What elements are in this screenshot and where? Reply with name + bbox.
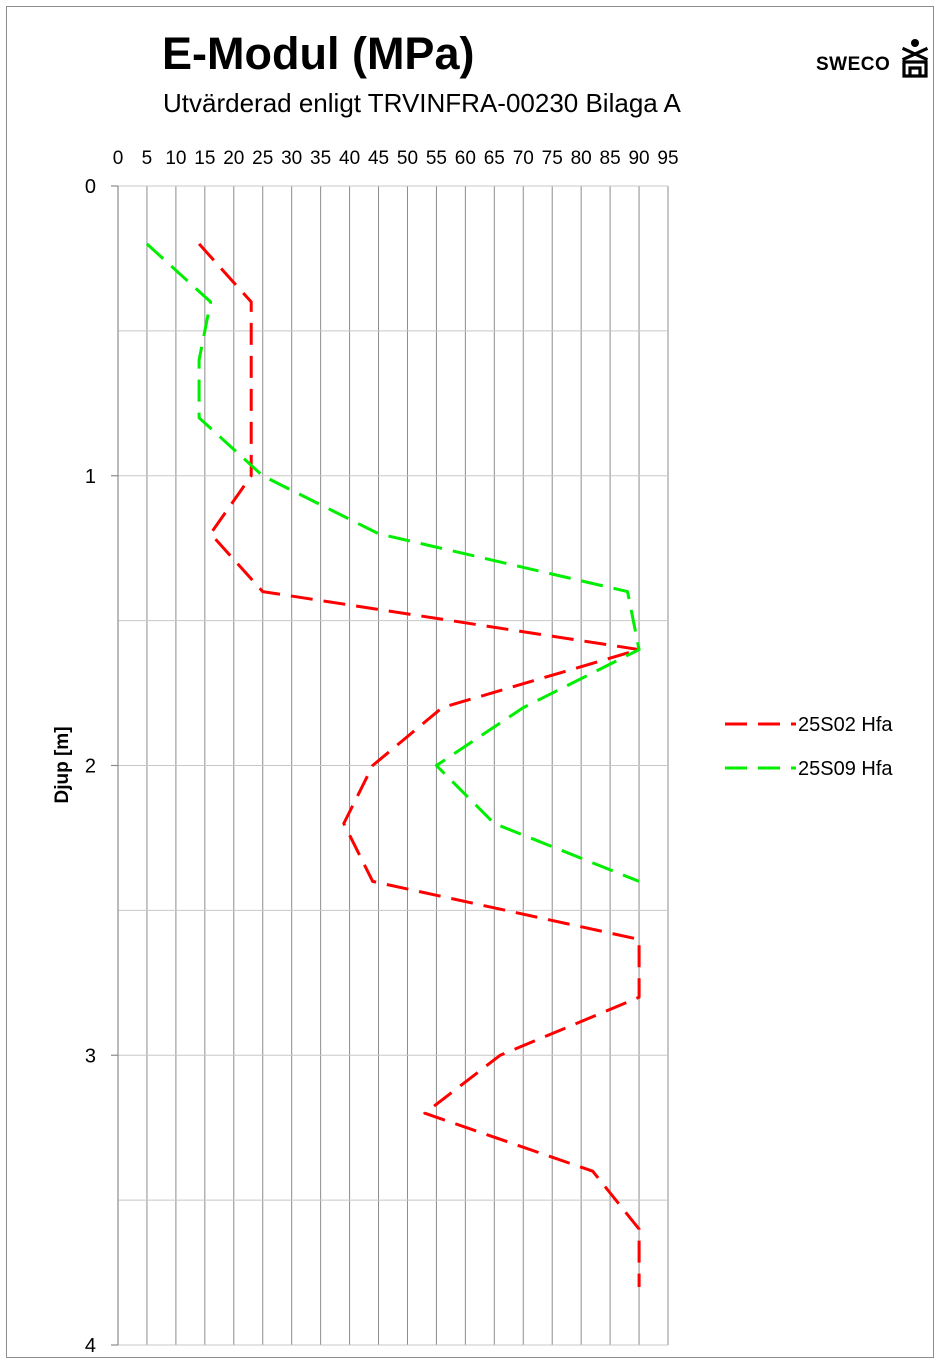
legend-label: 25S02 Hfa xyxy=(798,714,893,736)
x-tick-label: 50 xyxy=(397,148,418,169)
x-tick-label: 0 xyxy=(113,148,124,169)
x-tick-label: 85 xyxy=(600,148,621,169)
x-tick-label: 10 xyxy=(165,148,186,169)
sweco-figure-icon xyxy=(901,39,929,78)
y-tick-label: 3 xyxy=(85,1045,96,1067)
logo-text: SWECO xyxy=(816,54,891,75)
y-axis-label: Djup [m] xyxy=(52,726,73,803)
x-tick-label: 60 xyxy=(455,148,476,169)
x-tick-label: 45 xyxy=(368,148,389,169)
x-tick-label: 65 xyxy=(484,148,505,169)
x-tick-label: 30 xyxy=(281,148,302,169)
y-tick-label: 1 xyxy=(85,466,96,488)
sweco-logo: SWECO xyxy=(816,38,932,78)
series-lines xyxy=(145,242,641,1287)
x-tick-label: 25 xyxy=(252,148,273,169)
x-tick-label: 35 xyxy=(310,148,331,169)
y-tick-label: 2 xyxy=(85,756,96,778)
chart-frame xyxy=(6,6,934,1358)
x-tick-label: 15 xyxy=(194,148,215,169)
chart-title: E-Modul (MPa) xyxy=(162,28,475,79)
y-tick-label: 0 xyxy=(85,176,96,198)
x-tick-label: 90 xyxy=(628,148,649,169)
x-tick-label: 40 xyxy=(339,148,360,169)
x-tick-label: 5 xyxy=(142,148,153,169)
chart-subtitle: Utvärderad enligt TRVINFRA-00230 Bilaga … xyxy=(163,88,681,118)
series-line xyxy=(197,242,641,1287)
x-tick-label: 95 xyxy=(657,148,678,169)
x-tick-label: 55 xyxy=(426,148,447,169)
series-line xyxy=(145,242,641,883)
grid-lines xyxy=(117,185,669,1346)
x-tick-label: 20 xyxy=(223,148,244,169)
legend: 25S02 Hfa 25S09 Hfa xyxy=(725,714,893,780)
y-tick-label: 4 xyxy=(85,1335,96,1357)
legend-label: 25S09 Hfa xyxy=(798,758,893,780)
x-tick-label: 80 xyxy=(571,148,592,169)
x-tick-label: 75 xyxy=(542,148,563,169)
x-tick-label: 70 xyxy=(513,148,534,169)
